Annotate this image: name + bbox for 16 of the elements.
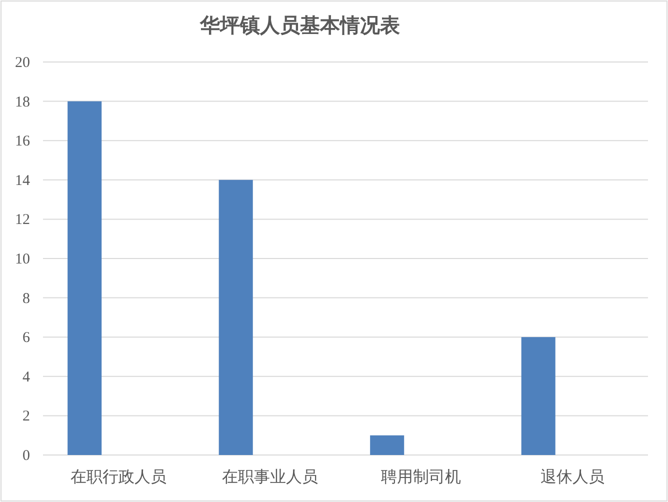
title: 华坪镇人员基本情况表	[200, 15, 400, 37]
y-tick-label: 10	[15, 252, 30, 268]
y-tick-label: 8	[22, 290, 30, 307]
x-tick-label: 聘用制司机	[381, 468, 462, 486]
y-tick-label: 2	[22, 408, 30, 425]
x-tick-label: 退休人员	[540, 468, 604, 486]
y-tick-label: 14	[15, 172, 30, 189]
y-tick-label: 0	[22, 448, 30, 464]
y-tick-label: 20	[15, 55, 30, 71]
y-tick-label: 12	[15, 212, 30, 228]
y-tick-label: 4	[22, 369, 30, 386]
y-tick-label: 6	[22, 330, 30, 346]
x-tick-label: 在职行政人员	[70, 469, 167, 486]
y-tick-label: 18	[15, 94, 30, 110]
y-tick-label: 16	[15, 134, 30, 150]
x-tick-label: 在职事业人员	[222, 468, 318, 486]
